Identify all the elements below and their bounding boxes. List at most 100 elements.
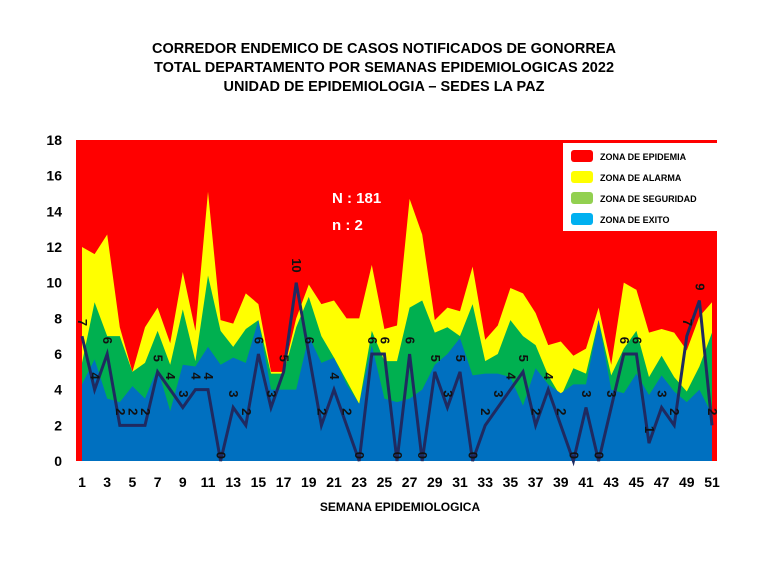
- x-tick-label: 47: [654, 474, 670, 490]
- title-line-3: UNIDAD DE EPIDEMIOLOGIA – SEDES LA PAZ: [223, 79, 545, 95]
- data-label: 6: [629, 337, 644, 344]
- data-label: 1: [642, 426, 657, 433]
- x-tick-label: 45: [629, 474, 645, 490]
- data-label: 2: [239, 408, 254, 415]
- legend-swatch: [571, 150, 593, 162]
- x-tick-label: 7: [154, 474, 162, 490]
- data-label: 6: [403, 337, 418, 344]
- x-tick-label: 29: [427, 474, 443, 490]
- x-tick-label: 51: [704, 474, 720, 490]
- y-tick-label: 4: [54, 382, 62, 398]
- data-label: 10: [289, 258, 304, 272]
- x-tick-label: 21: [326, 474, 342, 490]
- data-label: 6: [365, 337, 380, 344]
- data-label: 0: [592, 452, 607, 459]
- data-label: 4: [503, 372, 518, 380]
- legend-label: ZONA DE EPIDEMIA: [600, 152, 687, 162]
- y-tick-label: 6: [54, 346, 62, 362]
- data-label: 4: [541, 372, 556, 380]
- y-tick-label: 16: [46, 168, 62, 184]
- x-tick-label: 17: [276, 474, 292, 490]
- legend: ZONA DE EPIDEMIA ZONA DE ALARMA ZONA DE SE…: [563, 143, 718, 231]
- x-tick-label: 11: [201, 474, 216, 490]
- data-label: 2: [705, 408, 720, 415]
- data-label: 6: [251, 337, 266, 344]
- data-label: 7: [680, 319, 695, 326]
- data-label: 5: [277, 355, 292, 362]
- annotation-n: n : 2: [332, 217, 363, 234]
- annotation-N: N : 181: [332, 190, 381, 207]
- data-label: 5: [516, 355, 531, 362]
- x-tick-label: 39: [553, 474, 569, 490]
- x-tick-label: 43: [603, 474, 619, 490]
- data-label: 0: [566, 452, 581, 459]
- data-label: 3: [655, 390, 670, 397]
- y-tick-label: 10: [46, 275, 62, 291]
- zones-layer: [76, 140, 717, 461]
- x-tick-label: 27: [402, 474, 418, 490]
- data-label: 4: [327, 372, 342, 380]
- data-label: 2: [529, 408, 544, 415]
- x-tick-label: 23: [351, 474, 367, 490]
- y-tick-label: 2: [54, 417, 62, 433]
- data-label: 3: [604, 390, 619, 397]
- title-line-1: CORREDOR ENDEMICO DE CASOS NOTIFICADOS D…: [151, 41, 617, 57]
- zone-area-zona-de-exito: [82, 320, 712, 461]
- data-label: 9: [692, 283, 707, 290]
- data-label: 3: [491, 390, 506, 397]
- data-label: 6: [617, 337, 632, 344]
- x-tick-label: 31: [452, 474, 468, 490]
- data-label: 0: [466, 452, 481, 459]
- data-label: 2: [478, 408, 493, 415]
- data-label: 3: [440, 390, 455, 397]
- x-tick-label: 37: [528, 474, 544, 490]
- y-axis-ticks: 0 2 4 6 8 10 12 14 16 18: [46, 132, 62, 469]
- data-label: 0: [352, 452, 367, 459]
- data-label: 2: [125, 408, 140, 415]
- data-label: 0: [214, 452, 229, 459]
- data-label: 5: [428, 355, 443, 362]
- y-tick-label: 12: [46, 239, 62, 255]
- y-tick-label: 8: [54, 310, 62, 326]
- x-tick-label: 33: [477, 474, 493, 490]
- data-label: 6: [302, 337, 317, 344]
- data-label: 4: [201, 372, 216, 380]
- y-tick-label: 0: [54, 453, 62, 469]
- data-label: 3: [264, 390, 279, 397]
- data-label: 3: [176, 390, 191, 397]
- data-label: 2: [113, 408, 128, 415]
- data-label: 2: [314, 408, 329, 415]
- data-label: 6: [100, 337, 115, 344]
- x-tick-label: 15: [251, 474, 267, 490]
- data-label: 6: [377, 337, 392, 344]
- data-label: 5: [151, 355, 166, 362]
- x-tick-label: 9: [179, 474, 187, 490]
- data-label: 2: [138, 408, 153, 415]
- x-tick-label: 19: [301, 474, 317, 490]
- x-tick-label: 13: [225, 474, 241, 490]
- data-label: 3: [226, 390, 241, 397]
- legend-label: ZONA DE SEGURIDAD: [600, 194, 697, 204]
- x-tick-label: 5: [129, 474, 137, 490]
- x-axis-ticks: 1 3 5 7 9 11 13 15 17 19 21 23 25 27 29 31 33 35 37 39 41 43 4…: [78, 474, 720, 490]
- data-label: 0: [415, 452, 430, 459]
- chart-title: CORREDOR ENDEMICO DE CASOS NOTIFICADOS D…: [0, 40, 768, 97]
- legend-label: ZONA DE ALARMA: [600, 173, 682, 183]
- legend-label: ZONA DE EXITO: [600, 215, 670, 225]
- data-label: 2: [554, 408, 569, 415]
- data-label: 0: [390, 452, 405, 459]
- x-tick-label: 25: [377, 474, 393, 490]
- x-axis-label: SEMANA EPIDEMIOLOGICA: [320, 500, 481, 514]
- x-tick-label: 41: [578, 474, 594, 490]
- x-tick-label: 35: [503, 474, 519, 490]
- legend-swatch: [571, 213, 593, 225]
- data-label: 5: [453, 355, 468, 362]
- y-tick-label: 18: [46, 132, 62, 148]
- data-label: 7: [75, 319, 90, 326]
- data-label: 4: [163, 372, 178, 380]
- data-label: 3: [579, 390, 594, 397]
- x-tick-label: 1: [78, 474, 86, 490]
- data-label: 2: [340, 408, 355, 415]
- x-tick-label: 3: [103, 474, 111, 490]
- data-label: 4: [88, 372, 103, 380]
